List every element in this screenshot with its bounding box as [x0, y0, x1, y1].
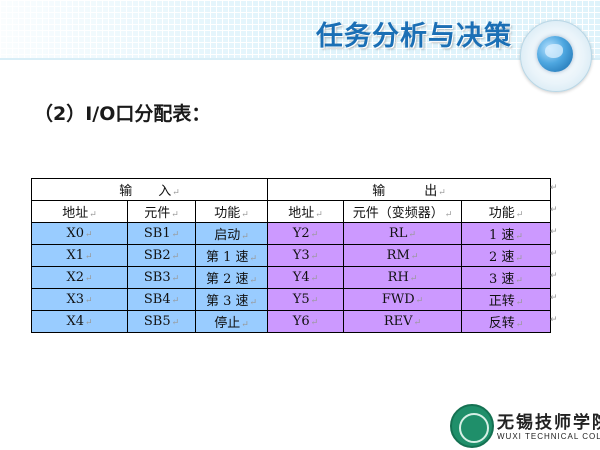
- table-cell: 第 2 速↵: [195, 266, 268, 289]
- table-cell: 2 速↵: [461, 244, 551, 267]
- table-cell: X2↵: [31, 266, 128, 289]
- page-title: 任务分析与决策: [316, 21, 512, 52]
- table-row: X4↵ SB5↵ 停止↵ Y6↵ REV↵ 反转↵: [31, 310, 551, 333]
- college-logo-inner-ring: [459, 413, 489, 443]
- table-row: X2↵ SB3↵ 第 2 速↵ Y4↵ RH↵ 3 速↵: [31, 266, 551, 289]
- row-end-mark: ↵: [550, 271, 558, 281]
- table-cell: 停止↵: [195, 310, 268, 333]
- table-cell: X4↵: [31, 310, 128, 333]
- table-cell: Y3↵: [267, 244, 344, 267]
- table-cell: Y6↵: [267, 310, 344, 333]
- table-cell: SB4↵: [127, 288, 196, 311]
- table-cell: SB1↵: [127, 222, 196, 245]
- table-group-header-row: 输 入↵ 输 出↵: [31, 178, 551, 201]
- header-banner-fade: [0, 0, 600, 58]
- table-cell: SB2↵: [127, 244, 196, 267]
- table-cell: X0↵: [31, 222, 128, 245]
- column-header: 元件（变频器）↵: [343, 200, 462, 223]
- row-end-mark: ↵: [550, 205, 558, 215]
- college-name-cn: 无锡技师学院: [497, 413, 600, 433]
- table-cell: RL↵: [343, 222, 462, 245]
- column-header: 地址↵: [31, 200, 128, 223]
- column-header: 地址↵: [267, 200, 344, 223]
- header-divider: [0, 58, 600, 60]
- input-group-header: 输 入↵: [31, 178, 268, 201]
- row-end-mark: ↵: [550, 315, 558, 325]
- table-cell: 3 速↵: [461, 266, 551, 289]
- college-name-en: WUXI TECHNICAL COLLEGE: [497, 432, 600, 441]
- table-cell: X3↵: [31, 288, 128, 311]
- table-cell: SB3↵: [127, 266, 196, 289]
- row-end-mark: ↵: [550, 183, 558, 193]
- section-subtitle: （2）I/O口分配表：: [34, 103, 211, 125]
- table-cell: SB5↵: [127, 310, 196, 333]
- table-cell: 正转↵: [461, 288, 551, 311]
- globe-badge: [520, 20, 592, 92]
- globe-land-icon: [545, 44, 563, 58]
- table-cell: FWD↵: [343, 288, 462, 311]
- column-header: 元件↵: [127, 200, 196, 223]
- table-cell: 启动↵: [195, 222, 268, 245]
- table-cell: RH↵: [343, 266, 462, 289]
- table-row: X1↵ SB2↵ 第 1 速↵ Y3↵ RM↵ 2 速↵: [31, 244, 551, 267]
- table-row: X3↵ SB4↵ 第 3 速↵ Y5↵ FWD↵ 正转↵: [31, 288, 551, 311]
- table-cell: 1 速↵: [461, 222, 551, 245]
- table-cell: RM↵: [343, 244, 462, 267]
- table-column-header-row: 地址↵ 元件↵ 功能↵ 地址↵ 元件（变频器）↵ 功能↵: [31, 200, 551, 223]
- table-cell: Y2↵: [267, 222, 344, 245]
- table-cell: X1↵: [31, 244, 128, 267]
- table-cell: REV↵: [343, 310, 462, 333]
- table-row: X0↵ SB1↵ 启动↵ Y2↵ RL↵ 1 速↵: [31, 222, 551, 245]
- column-header: 功能↵: [461, 200, 551, 223]
- io-assignment-table: 输 入↵ 输 出↵ 地址↵ 元件↵ 功能↵ 地址↵ 元件（变频器）↵ 功能↵ X…: [31, 178, 551, 333]
- column-header: 功能↵: [195, 200, 268, 223]
- row-end-mark: ↵: [550, 249, 558, 259]
- table-cell: 反转↵: [461, 310, 551, 333]
- table-cell: Y4↵: [267, 266, 344, 289]
- table-cell: 第 1 速↵: [195, 244, 268, 267]
- output-group-header: 输 出↵: [267, 178, 551, 201]
- table-cell: 第 3 速↵: [195, 288, 268, 311]
- table-cell: Y5↵: [267, 288, 344, 311]
- row-end-mark: ↵: [550, 227, 558, 237]
- row-end-mark: ↵: [550, 293, 558, 303]
